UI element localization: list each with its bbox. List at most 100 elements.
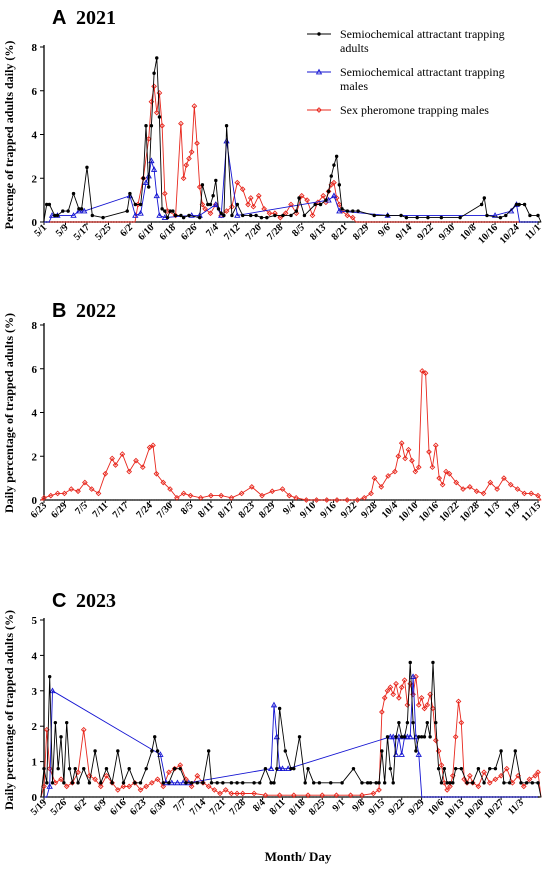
data-point: [235, 202, 240, 207]
data-point: [205, 783, 212, 790]
x-tick-label: 11/1: [523, 222, 543, 242]
baseline-point: [378, 796, 380, 798]
baseline-point: [472, 499, 475, 501]
data-point: [103, 772, 110, 779]
data-point: [446, 470, 453, 477]
data-point: [395, 453, 402, 460]
baseline-point: [271, 221, 274, 223]
baseline-point: [138, 499, 141, 501]
x-axis-label: Month/ Day: [265, 849, 332, 864]
data-point: [73, 766, 77, 771]
data-point: [252, 781, 256, 785]
data-point: [524, 781, 529, 785]
data-point: [520, 783, 527, 790]
data-point: [141, 176, 146, 180]
data-point: [165, 215, 170, 220]
data-point: [70, 212, 77, 218]
baseline-point: [240, 499, 243, 501]
data-point: [291, 792, 297, 799]
x-tick-label: 8/5: [290, 222, 307, 239]
x-tick-label: 7/28: [228, 797, 248, 817]
baseline-point: [404, 499, 407, 501]
baseline-point: [198, 221, 201, 223]
baseline-point: [99, 796, 102, 798]
data-point: [347, 792, 354, 799]
data-point: [234, 179, 241, 186]
baseline-point: [380, 499, 383, 501]
baseline-point: [380, 796, 383, 798]
baseline-point: [182, 796, 185, 798]
data-point: [345, 209, 350, 213]
baseline-point: [114, 499, 117, 501]
data-point: [532, 772, 538, 779]
baseline-point: [395, 796, 397, 798]
baseline-point: [122, 796, 125, 798]
data-point: [482, 196, 487, 200]
baseline-point: [204, 221, 206, 223]
data-point: [181, 215, 186, 220]
data-point: [249, 213, 253, 218]
baseline-point: [284, 796, 287, 798]
data-point: [378, 484, 385, 490]
data-point: [56, 766, 60, 771]
data-point: [453, 479, 460, 486]
data-point: [187, 492, 194, 499]
data-point: [459, 766, 464, 771]
baseline-point: [128, 796, 131, 798]
data-point: [188, 149, 195, 155]
baseline-point: [258, 796, 261, 798]
series-triangle: [44, 137, 538, 223]
baseline-point: [189, 499, 192, 501]
x-tick-label: 8/4: [251, 797, 268, 814]
baseline-point: [233, 221, 236, 223]
baseline-point: [366, 796, 369, 798]
data-point: [401, 677, 408, 684]
data-point: [514, 486, 521, 492]
data-point: [239, 186, 246, 193]
data-point: [70, 781, 75, 785]
data-point: [47, 492, 54, 499]
baseline-point: [292, 221, 295, 223]
data-point: [390, 691, 397, 698]
x-tick-label: 6/16: [108, 797, 128, 817]
data-point: [394, 735, 398, 739]
y-tick-label: 3: [32, 686, 38, 698]
baseline-point: [257, 221, 260, 223]
baseline-point: [288, 499, 291, 501]
x-tick-label: 7/24: [134, 500, 154, 520]
series-line: [40, 370, 542, 501]
baseline-point: [145, 796, 148, 798]
baseline-point: [397, 796, 400, 798]
baseline-point: [241, 221, 244, 223]
y-axis-label: Percenge of trapped adults daily (%): [2, 41, 16, 230]
baseline-point: [169, 499, 171, 501]
data-point: [178, 120, 184, 127]
baseline-point: [153, 221, 155, 223]
baseline-point: [190, 796, 193, 798]
data-point: [360, 781, 364, 785]
baseline-point: [509, 499, 512, 501]
data-point: [179, 213, 183, 218]
legend-label: Semiochemical attractant trapping: [340, 65, 505, 79]
data-point: [279, 765, 286, 772]
data-point: [132, 212, 139, 218]
baseline-point: [83, 499, 86, 501]
data-point: [133, 202, 137, 207]
x-tick-label: 5/17: [72, 222, 92, 242]
data-point: [381, 695, 388, 701]
panel-b: B 2022 Daily percentage of trapped adults …: [2, 300, 543, 524]
baseline-point: [172, 499, 175, 501]
baseline-point: [202, 796, 204, 798]
data-point: [536, 213, 540, 218]
baseline-point: [210, 796, 213, 798]
data-point: [61, 209, 65, 213]
data-point: [409, 673, 417, 680]
data-point: [442, 766, 447, 771]
baseline-point: [341, 221, 343, 223]
baseline-point: [516, 499, 519, 501]
baseline-point: [308, 221, 311, 223]
legend-marker: [316, 107, 322, 113]
data-point: [514, 202, 519, 207]
baseline-point: [87, 499, 90, 501]
baseline-point: [270, 796, 273, 798]
